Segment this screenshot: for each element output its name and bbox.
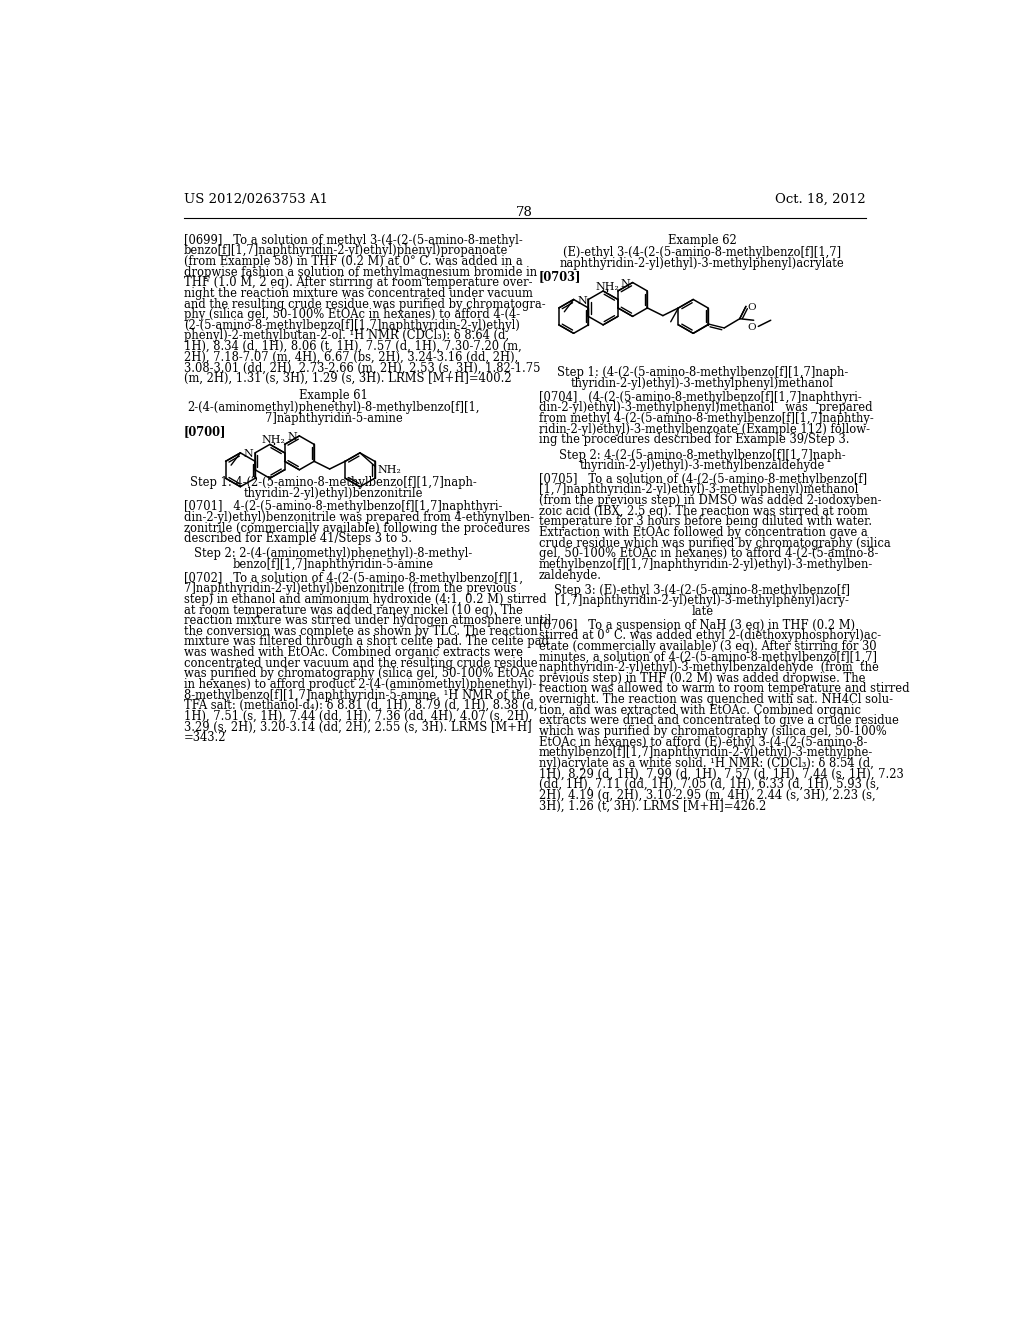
Text: 78: 78: [516, 206, 534, 219]
Text: US 2012/0263753 A1: US 2012/0263753 A1: [183, 193, 328, 206]
Text: (E)-ethyl 3-(4-(2-(5-amino-8-methylbenzo[f][1,7]: (E)-ethyl 3-(4-(2-(5-amino-8-methylbenzo…: [563, 246, 842, 259]
Text: minutes, a solution of 4-(2-(5-amino-8-methylbenzo[f][1,7]: minutes, a solution of 4-(2-(5-amino-8-m…: [539, 651, 877, 664]
Text: (m, 2H), 1.31 (s, 3H), 1.29 (s, 3H). LRMS [M+H]=400.2: (m, 2H), 1.31 (s, 3H), 1.29 (s, 3H). LRM…: [183, 372, 511, 385]
Text: reaction mixture was stirred under hydrogen atmosphere until: reaction mixture was stirred under hydro…: [183, 614, 551, 627]
Text: dropwise fashion a solution of methylmagnesium bromide in: dropwise fashion a solution of methylmag…: [183, 265, 537, 279]
Text: etate (commercially available) (3 eq). After stirring for 30: etate (commercially available) (3 eq). A…: [539, 640, 877, 653]
Text: [0706]   To a suspension of NaH (3 eq) in THF (0.2 M): [0706] To a suspension of NaH (3 eq) in …: [539, 619, 855, 632]
Text: benzo[f][1,7]naphthyridin-5-amine: benzo[f][1,7]naphthyridin-5-amine: [232, 558, 434, 572]
Text: methylbenzo[f][1,7]naphthyridin-2-yl)ethyl)-3-methylphe-: methylbenzo[f][1,7]naphthyridin-2-yl)eth…: [539, 746, 873, 759]
Text: [0700]: [0700]: [183, 425, 226, 438]
Text: the conversion was complete as shown by TLC. The reaction: the conversion was complete as shown by …: [183, 624, 538, 638]
Text: [0702]   To a solution of 4-(2-(5-amino-8-methylbenzo[f][1,: [0702] To a solution of 4-(2-(5-amino-8-…: [183, 572, 523, 585]
Text: [1,7]naphthyridin-2-yl)ethyl)-3-methylphenyl)methanol: [1,7]naphthyridin-2-yl)ethyl)-3-methylph…: [539, 483, 858, 496]
Text: (from the previous step) in DMSO was added 2-iodoxyben-: (from the previous step) in DMSO was add…: [539, 494, 882, 507]
Text: Example 62: Example 62: [668, 234, 736, 247]
Text: Step 3: (E)-ethyl 3-(4-(2-(5-amino-8-methylbenzo[f]: Step 3: (E)-ethyl 3-(4-(2-(5-amino-8-met…: [554, 583, 850, 597]
Text: stirred at 0° C. was added ethyl 2-(diethoxyphosphoryl)ac-: stirred at 0° C. was added ethyl 2-(diet…: [539, 630, 881, 643]
Text: Step 2: 2-(4-(aminomethyl)phenethyl)-8-methyl-: Step 2: 2-(4-(aminomethyl)phenethyl)-8-m…: [195, 548, 472, 561]
Text: din-2-yl)ethyl)benzonitrile was prepared from 4-ethynylben-: din-2-yl)ethyl)benzonitrile was prepared…: [183, 511, 534, 524]
Text: naphthyridin-2-yl)ethyl)-3-methylphenyl)acrylate: naphthyridin-2-yl)ethyl)-3-methylphenyl)…: [560, 256, 845, 269]
Text: Step 1: (4-(2-(5-amino-8-methylbenzo[f][1,7]naph-: Step 1: (4-(2-(5-amino-8-methylbenzo[f][…: [557, 367, 848, 379]
Text: N: N: [621, 279, 631, 289]
Text: Step 1: 4-(2-(5-amino-8-methylbenzo[f][1,7]naph-: Step 1: 4-(2-(5-amino-8-methylbenzo[f][1…: [190, 477, 477, 488]
Text: temperature for 3 hours before being diluted with water.: temperature for 3 hours before being dil…: [539, 515, 871, 528]
Text: [0703]: [0703]: [539, 271, 582, 284]
Text: Example 61: Example 61: [299, 389, 368, 401]
Text: was purified by chromatography (silica gel, 50-100% EtOAc: was purified by chromatography (silica g…: [183, 668, 534, 680]
Text: which was purified by chromatography (silica gel, 50-100%: which was purified by chromatography (si…: [539, 725, 887, 738]
Text: step) in ethanol and ammonium hydroxide (4:1, 0.2 M) stirred: step) in ethanol and ammonium hydroxide …: [183, 593, 547, 606]
Text: O: O: [748, 304, 756, 313]
Text: described for Example 41/Steps 3 to 5.: described for Example 41/Steps 3 to 5.: [183, 532, 412, 545]
Text: Step 2: 4-(2-(5-amino-8-methylbenzo[f][1,7]naph-: Step 2: 4-(2-(5-amino-8-methylbenzo[f][1…: [559, 449, 846, 462]
Text: concentrated under vacuum and the resulting crude residue: concentrated under vacuum and the result…: [183, 657, 538, 669]
Text: N: N: [288, 432, 297, 442]
Text: NH₂: NH₂: [262, 436, 286, 445]
Text: NH₂: NH₂: [595, 281, 618, 292]
Text: and the resulting crude residue was purified by chromatogra-: and the resulting crude residue was puri…: [183, 297, 546, 310]
Text: zoic acid (IBX, 2.5 eq). The reaction was stirred at room: zoic acid (IBX, 2.5 eq). The reaction wa…: [539, 504, 867, 517]
Text: (from Example 58) in THF (0.2 M) at 0° C. was added in a: (from Example 58) in THF (0.2 M) at 0° C…: [183, 255, 522, 268]
Text: reaction was allowed to warm to room temperature and stirred: reaction was allowed to warm to room tem…: [539, 682, 909, 696]
Text: 7]naphthyridin-2-yl)ethyl)benzonitrile (from the previous: 7]naphthyridin-2-yl)ethyl)benzonitrile (…: [183, 582, 516, 595]
Text: 1H), 7.51 (s, 1H), 7.44 (dd, 1H), 7.36 (dd, 4H), 4.07 (s, 2H),: 1H), 7.51 (s, 1H), 7.44 (dd, 1H), 7.36 (…: [183, 710, 532, 723]
Text: [0704]   (4-(2-(5-amino-8-methylbenzo[f][1,7]naphthyri-: [0704] (4-(2-(5-amino-8-methylbenzo[f][1…: [539, 391, 861, 404]
Text: naphthyridin-2-yl)ethyl)-3-methylbenzaldehyde  (from  the: naphthyridin-2-yl)ethyl)-3-methylbenzald…: [539, 661, 879, 675]
Text: methylbenzo[f][1,7]naphthyridin-2-yl)ethyl)-3-methylben-: methylbenzo[f][1,7]naphthyridin-2-yl)eth…: [539, 558, 873, 570]
Text: 2H), 4.19 (q, 2H), 3.10-2.95 (m, 4H), 2.44 (s, 3H), 2.23 (s,: 2H), 4.19 (q, 2H), 3.10-2.95 (m, 4H), 2.…: [539, 789, 876, 801]
Text: phenyl)-2-methylbutan-2-ol. ¹H NMR (CDCl₃): δ 8.64 (d,: phenyl)-2-methylbutan-2-ol. ¹H NMR (CDCl…: [183, 330, 509, 342]
Text: zaldehyde.: zaldehyde.: [539, 569, 602, 582]
Text: [0705]   To a solution of (4-(2-(5-amino-8-methylbenzo[f]: [0705] To a solution of (4-(2-(5-amino-8…: [539, 473, 867, 486]
Text: crude residue which was purified by chromatography (silica: crude residue which was purified by chro…: [539, 537, 891, 549]
Text: from methyl 4-(2-(5-amino-8-methylbenzo[f][1,7]naphthy-: from methyl 4-(2-(5-amino-8-methylbenzo[…: [539, 412, 873, 425]
Text: night the reaction mixture was concentrated under vacuum: night the reaction mixture was concentra…: [183, 286, 532, 300]
Text: 2-(4-(aminomethyl)phenethyl)-8-methylbenzo[f][1,: 2-(4-(aminomethyl)phenethyl)-8-methylben…: [187, 401, 479, 414]
Text: N: N: [578, 296, 587, 306]
Text: [0701]   4-(2-(5-amino-8-methylbenzo[f][1,7]naphthyri-: [0701] 4-(2-(5-amino-8-methylbenzo[f][1,…: [183, 500, 502, 513]
Text: TFA salt: (methanol-d₄): δ 8.81 (d, 1H), 8.79 (d, 1H), 8.38 (d,: TFA salt: (methanol-d₄): δ 8.81 (d, 1H),…: [183, 700, 538, 713]
Text: 2H), 7.18-7.07 (m, 4H), 6.67 (bs, 2H), 3.24-3.16 (dd, 2H),: 2H), 7.18-7.07 (m, 4H), 6.67 (bs, 2H), 3…: [183, 351, 518, 364]
Text: thyridin-2-yl)ethyl)benzonitrile: thyridin-2-yl)ethyl)benzonitrile: [244, 487, 423, 499]
Text: zonitrile (commercially available) following the procedures: zonitrile (commercially available) follo…: [183, 521, 529, 535]
Text: O: O: [748, 323, 757, 333]
Text: 3.29 (s, 2H), 3.20-3.14 (dd, 2H), 2.55 (s, 3H). LRMS [M+H]: 3.29 (s, 2H), 3.20-3.14 (dd, 2H), 2.55 (…: [183, 721, 531, 734]
Text: mixture was filtered through a short celite pad. The celite pad: mixture was filtered through a short cel…: [183, 635, 549, 648]
Text: thyridin-2-yl)ethyl)-3-methylphenyl)methanol: thyridin-2-yl)ethyl)-3-methylphenyl)meth…: [570, 378, 834, 391]
Text: N: N: [244, 449, 254, 459]
Text: Oct. 18, 2012: Oct. 18, 2012: [775, 193, 866, 206]
Text: (dd, 1H), 7.11 (dd, 1H), 7.05 (d, 1H), 6.33 (d, 1H), 5.93 (s,: (dd, 1H), 7.11 (dd, 1H), 7.05 (d, 1H), 6…: [539, 777, 880, 791]
Text: thyridin-2-yl)ethyl)-3-methylbenzaldehyde: thyridin-2-yl)ethyl)-3-methylbenzaldehyd…: [580, 459, 825, 473]
Text: previous step) in THF (0.2 M) was added dropwise. The: previous step) in THF (0.2 M) was added …: [539, 672, 865, 685]
Text: was washed with EtOAc. Combined organic extracts were: was washed with EtOAc. Combined organic …: [183, 645, 523, 659]
Text: gel, 50-100% EtOAc in hexanes) to afford 4-(2-(5-amino-8-: gel, 50-100% EtOAc in hexanes) to afford…: [539, 548, 879, 560]
Text: phy (silica gel, 50-100% EtOAc in hexanes) to afford 4-(4-: phy (silica gel, 50-100% EtOAc in hexane…: [183, 309, 520, 321]
Text: late: late: [691, 605, 714, 618]
Text: tion, and was extracted with EtOAc. Combined organic: tion, and was extracted with EtOAc. Comb…: [539, 704, 861, 717]
Text: ridin-2-yl)ethyl)-3-methylbenzoate (Example 112) follow-: ridin-2-yl)ethyl)-3-methylbenzoate (Exam…: [539, 422, 869, 436]
Text: nyl)acrylate as a white solid. ¹H NMR: (CDCl₃): δ 8.54 (d,: nyl)acrylate as a white solid. ¹H NMR: (…: [539, 756, 873, 770]
Text: 3.08-3.01 (dd, 2H), 2.73-2.66 (m, 2H), 2.53 (s, 3H), 1.82-1.75: 3.08-3.01 (dd, 2H), 2.73-2.66 (m, 2H), 2…: [183, 362, 541, 375]
Text: [1,7]naphthyridin-2-yl)ethyl)-3-methylphenyl)acry-: [1,7]naphthyridin-2-yl)ethyl)-3-methylph…: [555, 594, 849, 607]
Text: overnight. The reaction was quenched with sat. NH4Cl solu-: overnight. The reaction was quenched wit…: [539, 693, 893, 706]
Text: 7]naphthyridin-5-amine: 7]naphthyridin-5-amine: [264, 412, 402, 425]
Text: THF (1.0 M, 2 eq). After stirring at room temperature over-: THF (1.0 M, 2 eq). After stirring at roo…: [183, 276, 532, 289]
Text: extracts were dried and concentrated to give a crude residue: extracts were dried and concentrated to …: [539, 714, 899, 727]
Text: EtOAc in hexanes) to afford (E)-ethyl 3-(4-(2-(5-amino-8-: EtOAc in hexanes) to afford (E)-ethyl 3-…: [539, 735, 867, 748]
Text: 3H), 1.26 (t, 3H). LRMS [M+H]=426.2: 3H), 1.26 (t, 3H). LRMS [M+H]=426.2: [539, 800, 766, 812]
Text: NH₂: NH₂: [377, 465, 400, 475]
Text: =343.2: =343.2: [183, 731, 226, 744]
Text: Extraction with EtOAc followed by concentration gave a: Extraction with EtOAc followed by concen…: [539, 525, 867, 539]
Text: 1H), 8.34 (d, 1H), 8.06 (t, 1H), 7.57 (d, 1H), 7.30-7.20 (m,: 1H), 8.34 (d, 1H), 8.06 (t, 1H), 7.57 (d…: [183, 341, 521, 354]
Text: in hexanes) to afford product 2-(4-(aminomethyl)phenethyl)-: in hexanes) to afford product 2-(4-(amin…: [183, 678, 536, 690]
Text: ing the procedures described for Example 39/Step 3.: ing the procedures described for Example…: [539, 433, 849, 446]
Text: [0699]   To a solution of methyl 3-(4-(2-(5-amino-8-methyl-: [0699] To a solution of methyl 3-(4-(2-(…: [183, 234, 522, 247]
Text: benzo[f][1,7]naphthyridin-2-yl)ethyl)phenyl)propanoate: benzo[f][1,7]naphthyridin-2-yl)ethyl)phe…: [183, 244, 508, 257]
Text: (2-(5-amino-8-methylbenzo[f][1,7]naphthyridin-2-yl)ethyl): (2-(5-amino-8-methylbenzo[f][1,7]naphthy…: [183, 319, 519, 331]
Text: at room temperature was added raney nickel (10 eq). The: at room temperature was added raney nick…: [183, 603, 522, 616]
Text: 1H), 8.29 (d, 1H), 7.99 (d, 1H), 7.57 (d, 1H), 7.44 (s, 1H), 7.23: 1H), 8.29 (d, 1H), 7.99 (d, 1H), 7.57 (d…: [539, 767, 903, 780]
Text: 8-methylbenzo[f][1,7]naphthyridin-5-amine. ¹H NMR of the: 8-methylbenzo[f][1,7]naphthyridin-5-amin…: [183, 689, 530, 702]
Text: din-2-yl)ethyl)-3-methylphenyl)methanol   was   prepared: din-2-yl)ethyl)-3-methylphenyl)methanol …: [539, 401, 872, 414]
